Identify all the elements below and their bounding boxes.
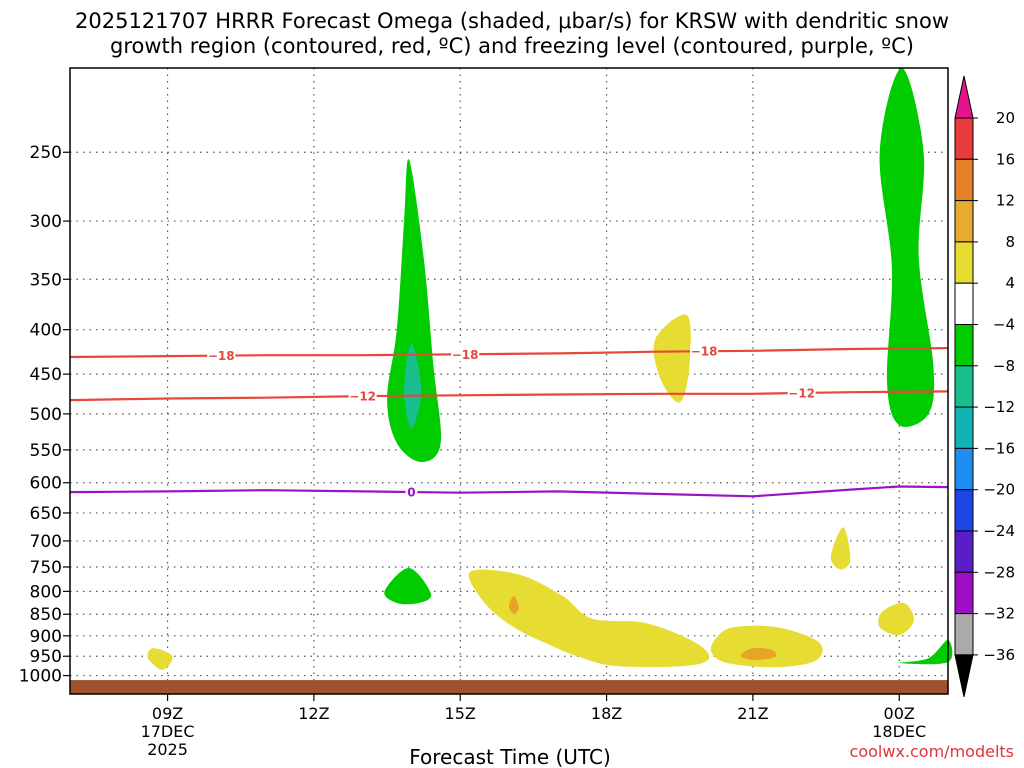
contour-label: −18 xyxy=(208,349,235,363)
omega-shading xyxy=(147,68,953,670)
x-tick-date: 17DEC xyxy=(141,722,195,741)
colorbar-bin xyxy=(954,489,974,532)
contour-label: −18 xyxy=(691,345,718,359)
contour-label-bg xyxy=(405,485,418,500)
omega-region-yellow-0z-low xyxy=(878,602,914,636)
colorbar-bin xyxy=(954,324,974,367)
colorbar-bottom-arrow xyxy=(954,654,974,698)
x-tick-label: 00Z xyxy=(884,704,915,723)
colorbar-label: 16 xyxy=(996,150,1015,168)
y-tick-label: 500 xyxy=(30,405,62,425)
y-tick-label: 1000 xyxy=(19,667,62,687)
contour-label-bg xyxy=(451,347,480,362)
omega-region-yellow-09z xyxy=(147,648,173,670)
omega-region-yellow-upper-18z xyxy=(653,314,691,403)
colorbar-bin xyxy=(954,158,974,202)
colorbar-label: −8 xyxy=(993,357,1015,375)
colorbar-bin xyxy=(954,406,974,449)
colorbar-bin xyxy=(954,530,974,573)
colorbar-label: 20 xyxy=(996,109,1015,127)
y-tick-label: 650 xyxy=(30,504,62,524)
omega-region-teal-upward-14z xyxy=(404,343,422,429)
y-tick-label: 700 xyxy=(30,532,62,552)
contour-label: −18 xyxy=(452,348,479,362)
y-tick-label: 750 xyxy=(30,558,62,578)
colorbar-label: 4 xyxy=(1005,274,1015,292)
y-tick-label: 250 xyxy=(30,143,62,163)
colorbar-bin xyxy=(954,613,974,656)
contour-freezing-level xyxy=(69,485,949,498)
colorbar-label: −4 xyxy=(993,316,1015,334)
y-tick-label: 600 xyxy=(30,474,62,494)
colorbar-label: −16 xyxy=(983,439,1015,457)
colorbar-bin xyxy=(954,241,974,284)
colorbar-label: −12 xyxy=(983,398,1015,416)
contour-label: −12 xyxy=(788,386,815,400)
omega-region-orange-low-21z xyxy=(740,647,777,661)
contour-label-bg xyxy=(207,348,236,363)
omega-region-green-upward-14z xyxy=(387,159,442,462)
y-tick-label: 550 xyxy=(30,441,62,461)
credit-text: coolwx.com/modelts xyxy=(850,742,1014,761)
colorbar-bin xyxy=(954,571,974,615)
omega-region-yellow-low-21z xyxy=(710,625,823,668)
terrain-bar xyxy=(70,680,948,694)
colorbar-bin xyxy=(954,200,974,243)
colorbar-label: −32 xyxy=(983,605,1015,623)
contour-label: 0 xyxy=(407,486,415,500)
contour-label: −12 xyxy=(349,390,376,404)
omega-region-green-0z-surface xyxy=(898,639,953,665)
x-tick-label: 21Z xyxy=(737,704,768,723)
colorbar-label: −20 xyxy=(983,481,1015,499)
y-tick-label: 400 xyxy=(30,321,62,341)
x-tick-label: 09Z xyxy=(152,704,183,723)
y-tick-label: 900 xyxy=(30,627,62,647)
y-tick-label: 450 xyxy=(30,365,62,385)
omega-region-yellow-low-sweep xyxy=(468,569,710,668)
colorbar-bin xyxy=(954,282,974,326)
omega-region-orange-low-16z xyxy=(509,595,519,615)
colorbar-bin xyxy=(954,365,974,408)
y-tick-label: 850 xyxy=(30,605,62,625)
colorbar-label: 8 xyxy=(1005,233,1015,251)
contour-label-bg xyxy=(348,389,377,404)
colorbar-label: −28 xyxy=(983,563,1015,581)
x-axis-label: Forecast Time (UTC) xyxy=(409,745,611,768)
x-tick-year: 2025 xyxy=(147,740,188,759)
title-line-2: growth region (contoured, red, ºC) and f… xyxy=(110,34,914,58)
omega-region-green-upward-00z xyxy=(879,68,935,427)
colorbar-bin xyxy=(954,117,974,160)
omega-region-yellow-23z xyxy=(830,527,851,570)
colorbar-label: −36 xyxy=(983,646,1015,664)
x-tick-label: 18Z xyxy=(591,704,622,723)
contour-label-bg xyxy=(787,385,816,400)
x-tick-date: 18DEC xyxy=(872,722,926,741)
contours: −18 −18 −18 −12 −12 0 xyxy=(69,344,949,500)
omega-region-green-low-14z xyxy=(384,567,432,605)
x-tick-label: 15Z xyxy=(445,704,476,723)
plot-frame xyxy=(69,67,949,695)
colorbar-label: 12 xyxy=(996,192,1015,210)
colorbar: 20 16 12 8 4 −4 −8 −12 −16 −20 −24 −28 −32 −36 xyxy=(954,75,1015,698)
colorbar-bin xyxy=(954,447,974,491)
title-line-1: 2025121707 HRRR Forecast Omega (shaded, … xyxy=(75,9,949,33)
y-axis-ticks: 2503003504004505005506006507007508008509… xyxy=(19,143,70,687)
y-tick-label: 950 xyxy=(30,647,62,667)
colorbar-label: −24 xyxy=(983,522,1015,540)
y-tick-label: 300 xyxy=(30,212,62,232)
contour-label-bg xyxy=(690,344,719,359)
x-tick-label: 12Z xyxy=(298,704,329,723)
y-tick-label: 800 xyxy=(30,582,62,602)
y-tick-label: 350 xyxy=(30,270,62,290)
